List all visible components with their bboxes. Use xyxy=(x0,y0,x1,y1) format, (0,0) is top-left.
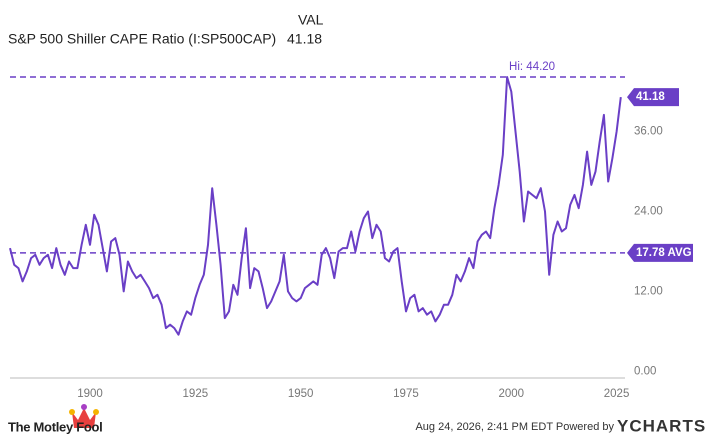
timestamp: Aug 24, 2026, 2:41 PM EDT Powered by xyxy=(415,421,614,433)
x-tick-label: 1900 xyxy=(77,388,103,400)
last-value-tag: 41.18 xyxy=(636,91,665,103)
average-tag-box xyxy=(627,243,693,262)
last-value-tag-box xyxy=(627,88,679,107)
high-label: Hi: 44.20 xyxy=(509,61,555,73)
motley-fool-logo xyxy=(69,404,99,428)
y-tick-label: 24.00 xyxy=(634,206,663,218)
y-tick-label: 36.00 xyxy=(634,126,663,138)
line-series xyxy=(9,76,622,336)
legend-series-name: S&P 500 Shiller CAPE Ratio (I:SP500CAP) xyxy=(8,31,276,47)
legend-value: 41.18 xyxy=(287,31,322,47)
y-tick-label: 0.00 xyxy=(634,365,656,377)
x-tick-label: 2000 xyxy=(498,388,524,400)
publisher: The Motley Fool xyxy=(8,419,102,434)
x-tick-label: 1950 xyxy=(288,388,314,400)
x-tick-label: 1975 xyxy=(393,388,419,400)
y-tick-label: 12.00 xyxy=(634,285,663,297)
x-tick-label: 1925 xyxy=(183,388,209,400)
x-tick-label: 2025 xyxy=(604,388,630,400)
legend-header: VAL xyxy=(298,12,324,28)
average-tag: 17.78 AVG xyxy=(636,247,692,259)
brand: YCHARTS xyxy=(617,416,706,435)
